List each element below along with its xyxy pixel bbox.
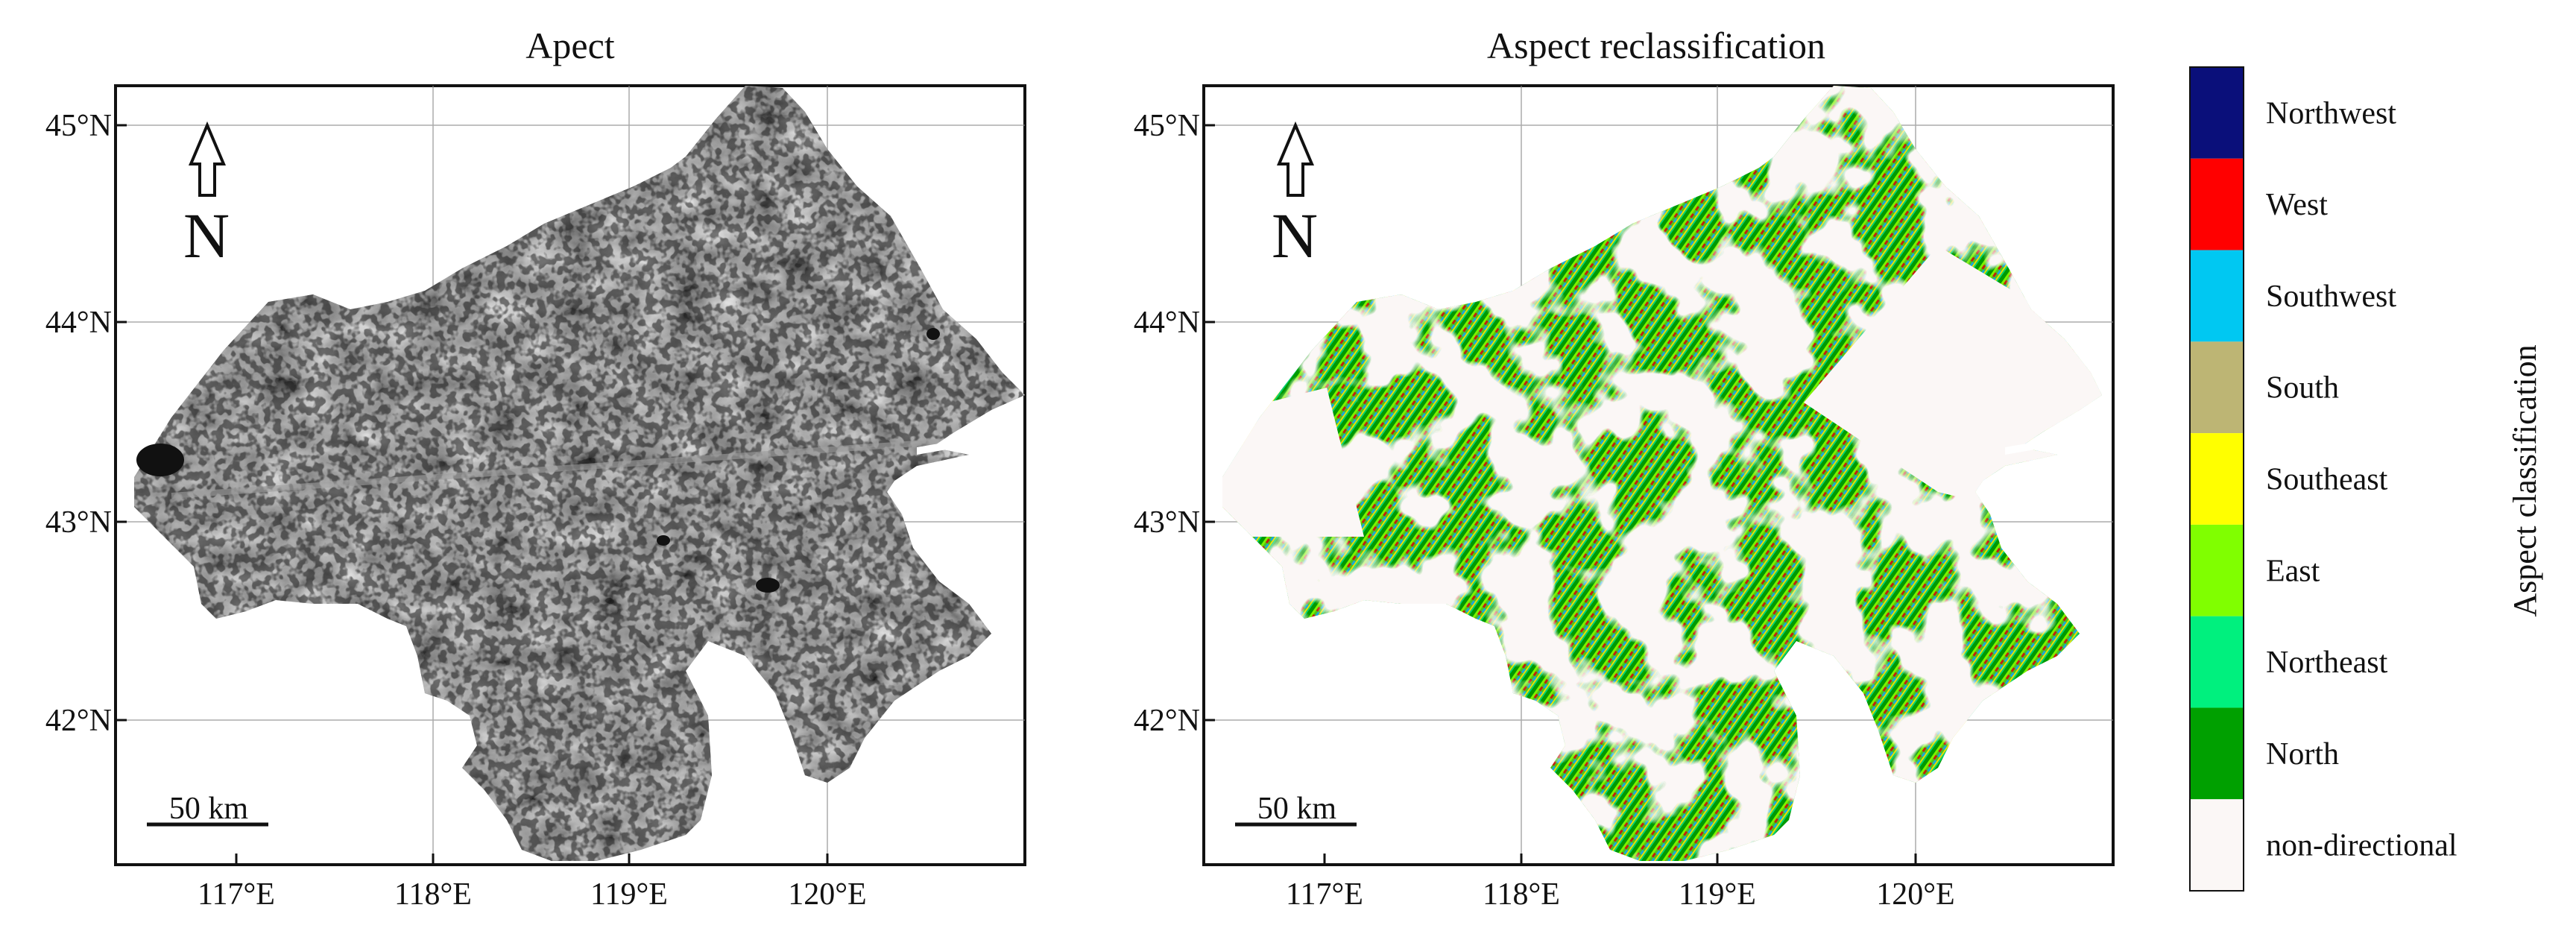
legend-label: South bbox=[2266, 371, 2339, 406]
legend-swatch bbox=[2190, 158, 2244, 250]
legend-swatch bbox=[2190, 433, 2244, 525]
legend-label: North bbox=[2266, 737, 2339, 772]
lat-label: 44°N bbox=[45, 306, 112, 340]
legend-swatch bbox=[2190, 707, 2244, 800]
latitude-labels: 45°N 44°N 43°N 42°N bbox=[45, 109, 112, 738]
legend-label: Northwest bbox=[2266, 96, 2396, 130]
lake bbox=[926, 328, 940, 340]
lake bbox=[756, 578, 780, 593]
river-gap bbox=[2005, 438, 2065, 455]
scale-bar: 50 km bbox=[1235, 792, 1357, 827]
legend-frame bbox=[2189, 66, 2244, 892]
latitude-labels: 45°N 44°N 43°N 42°N bbox=[1134, 109, 1200, 738]
river-gap bbox=[917, 438, 976, 455]
scale-bar: 50 km bbox=[147, 792, 268, 827]
scale-label: 50 km bbox=[1257, 792, 1337, 826]
legend-label: West bbox=[2266, 188, 2328, 222]
north-letter: N bbox=[183, 200, 230, 271]
north-arrow: N bbox=[183, 121, 230, 271]
panel-title: Aspect reclassification bbox=[1487, 25, 1825, 66]
lon-label: 119°E bbox=[590, 877, 668, 912]
legend-swatch bbox=[2190, 250, 2244, 342]
longitude-labels: 117°E 118°E 119°E 120°E bbox=[1286, 877, 1955, 912]
legend-label: Southwest bbox=[2266, 280, 2396, 314]
north-arrow-icon bbox=[188, 121, 227, 197]
lat-label: 43°N bbox=[45, 505, 112, 540]
lake bbox=[136, 444, 184, 476]
legend-label: East bbox=[2266, 554, 2320, 588]
lake bbox=[657, 535, 670, 546]
legend-swatch bbox=[2190, 799, 2244, 891]
longitude-labels: 117°E 118°E 119°E 120°E bbox=[198, 877, 867, 912]
legend-swatch bbox=[2190, 524, 2244, 616]
legend-swatch bbox=[2190, 616, 2244, 708]
scale-label: 50 km bbox=[169, 792, 249, 826]
lon-label: 118°E bbox=[394, 877, 472, 912]
legend-labels: Northwest West Southwest South Southeast East… bbox=[2266, 96, 2457, 862]
lon-label: 117°E bbox=[1286, 877, 1363, 912]
lat-label: 45°N bbox=[1134, 109, 1200, 143]
legend: Northwest West Southwest South Southeast East… bbox=[2189, 66, 2543, 892]
lon-ticks bbox=[235, 854, 829, 865]
lat-label: 42°N bbox=[1134, 704, 1200, 738]
lon-ticks bbox=[1323, 854, 1917, 865]
lon-label: 120°E bbox=[1876, 877, 1954, 912]
lon-label: 118°E bbox=[1483, 877, 1560, 912]
lat-label: 42°N bbox=[45, 704, 112, 738]
lat-label: 44°N bbox=[1134, 306, 1200, 340]
north-arrow-icon bbox=[1276, 121, 1315, 197]
legend-title: Aspect classification bbox=[2507, 344, 2543, 616]
legend-label: non-directional bbox=[2266, 829, 2457, 863]
legend-label: Northeast bbox=[2266, 646, 2388, 680]
lon-label: 119°E bbox=[1679, 877, 1756, 912]
lon-label: 117°E bbox=[198, 877, 275, 912]
panel-aspect: Apect 45°N 44°N 43°N 42°N bbox=[45, 25, 1026, 912]
panel-title: Apect bbox=[525, 25, 614, 66]
north-arrow: N bbox=[1272, 121, 1318, 271]
north-letter: N bbox=[1272, 200, 1318, 271]
legend-swatch bbox=[2190, 341, 2244, 434]
lat-label: 43°N bbox=[1134, 505, 1200, 540]
lat-ticks bbox=[116, 124, 127, 722]
legend-swatch bbox=[2190, 67, 2244, 159]
legend-label: Southeast bbox=[2266, 463, 2388, 497]
legend-swatches bbox=[2189, 66, 2244, 892]
lon-label: 120°E bbox=[788, 877, 866, 912]
lat-ticks bbox=[1204, 124, 1215, 722]
panel-reclassification: Aspect reclassification 45°N 44°N 43°N 4… bbox=[1134, 25, 2115, 912]
lat-label: 45°N bbox=[45, 109, 112, 143]
